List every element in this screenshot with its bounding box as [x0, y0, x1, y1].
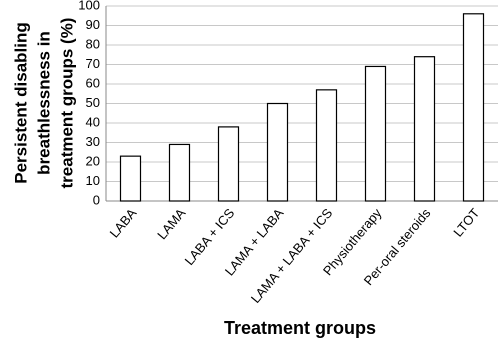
y-axis-title-line: Persistent disabling — [11, 22, 30, 184]
bar — [119, 155, 142, 202]
x-axis-title: Treatment groups — [224, 318, 376, 338]
bar — [315, 89, 338, 202]
x-tick-label: LAMA + LABA + ICS — [248, 205, 336, 306]
bar — [462, 13, 485, 202]
y-axis-title-line: breathlessness in — [34, 31, 53, 175]
bar — [413, 56, 436, 202]
y-tick-label: 10 — [86, 173, 100, 188]
y-tick-label: 70 — [86, 56, 100, 71]
x-tick-label: LTOT — [450, 205, 482, 239]
y-tick-label: 100 — [78, 0, 100, 12]
y-tick-label: 20 — [86, 153, 100, 168]
y-tick-label: 80 — [86, 36, 100, 51]
y-axis-title-line: treatment groups (%) — [57, 18, 76, 189]
bar — [266, 102, 289, 202]
bar — [168, 143, 191, 202]
x-tick-label: LABA — [107, 205, 140, 240]
y-tick-label: 30 — [86, 134, 100, 149]
x-tick-label: LAMA — [154, 205, 188, 242]
y-tick-label: 60 — [86, 75, 100, 90]
bar — [364, 65, 387, 202]
y-tick-label: 40 — [86, 114, 100, 129]
y-tick-label: 90 — [86, 17, 100, 32]
y-tick-label: 50 — [86, 95, 100, 110]
y-tick-label: 0 — [93, 192, 100, 207]
y-axis-title: Persistent disabling breathlessness in t… — [11, 18, 76, 189]
bar — [217, 126, 240, 202]
